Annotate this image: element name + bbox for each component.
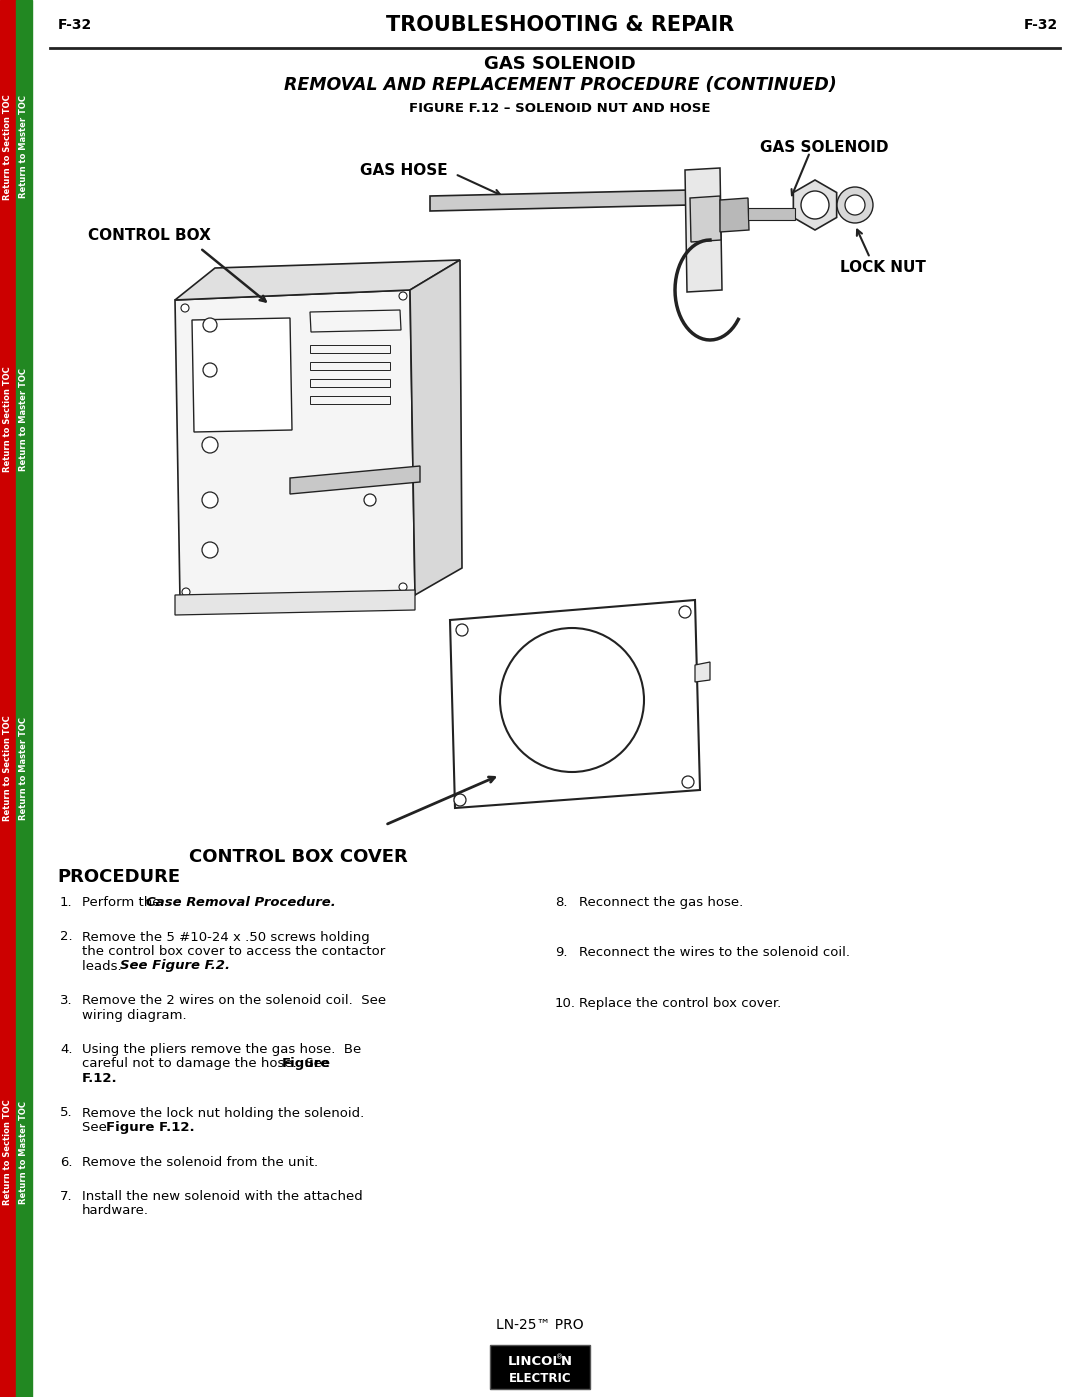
Text: Remove the 5 #10-24 x .50 screws holding: Remove the 5 #10-24 x .50 screws holding	[82, 930, 369, 943]
Text: the control box cover to access the contactor: the control box cover to access the cont…	[82, 944, 386, 958]
Text: Perform the: Perform the	[82, 895, 165, 909]
FancyBboxPatch shape	[490, 1345, 590, 1389]
Polygon shape	[696, 662, 710, 682]
Bar	[310, 362, 390, 370]
Text: TROUBLESHOOTING & REPAIR: TROUBLESHOOTING & REPAIR	[386, 15, 734, 35]
Text: F-32: F-32	[58, 18, 92, 32]
Text: hardware.: hardware.	[82, 1204, 149, 1218]
Polygon shape	[175, 260, 460, 300]
Polygon shape	[690, 196, 721, 242]
Text: Reconnect the gas hose.: Reconnect the gas hose.	[579, 895, 743, 909]
Text: Figure: Figure	[282, 1058, 330, 1070]
Circle shape	[679, 606, 691, 617]
Text: 4.: 4.	[60, 1044, 72, 1056]
Text: Figure F.12.: Figure F.12.	[106, 1120, 194, 1134]
Circle shape	[364, 495, 376, 506]
Text: careful not to damage the hose.  See: careful not to damage the hose. See	[82, 1058, 335, 1070]
Text: LN-25™ PRO: LN-25™ PRO	[496, 1317, 584, 1331]
Text: REMOVAL AND REPLACEMENT PROCEDURE (CONTINUED): REMOVAL AND REPLACEMENT PROCEDURE (CONTI…	[284, 75, 836, 94]
Text: 10.: 10.	[555, 997, 576, 1010]
Text: 6.: 6.	[60, 1155, 72, 1168]
Circle shape	[183, 588, 190, 597]
Text: ELECTRIC: ELECTRIC	[509, 1372, 571, 1384]
Text: leads.: leads.	[82, 960, 130, 972]
Text: wiring diagram.: wiring diagram.	[82, 1009, 187, 1021]
Bar	[310, 395, 390, 404]
Bar	[310, 379, 390, 387]
Text: 3.: 3.	[60, 995, 72, 1007]
Polygon shape	[794, 180, 837, 231]
Circle shape	[681, 775, 694, 788]
Circle shape	[202, 437, 218, 453]
Text: Reconnect the wires to the solenoid coil.: Reconnect the wires to the solenoid coil…	[579, 947, 850, 960]
Text: LINCOLN: LINCOLN	[508, 1355, 572, 1368]
Text: 7.: 7.	[60, 1190, 72, 1203]
Text: Remove the lock nut holding the solenoid.: Remove the lock nut holding the solenoid…	[82, 1106, 364, 1119]
Text: See Figure F.2.: See Figure F.2.	[120, 960, 230, 972]
Bar	[0, 0, 16, 1397]
Text: FIGURE F.12 – SOLENOID NUT AND HOSE: FIGURE F.12 – SOLENOID NUT AND HOSE	[409, 102, 711, 115]
Text: Return to Section TOC: Return to Section TOC	[3, 94, 13, 200]
Text: CONTROL BOX: CONTROL BOX	[87, 228, 211, 243]
Text: Return to Master TOC: Return to Master TOC	[19, 1101, 28, 1204]
Text: Return to Master TOC: Return to Master TOC	[19, 367, 28, 471]
Polygon shape	[175, 590, 415, 615]
Text: See: See	[82, 1120, 111, 1134]
Bar	[16, 0, 32, 1397]
Polygon shape	[430, 190, 690, 211]
Text: Return to Section TOC: Return to Section TOC	[3, 366, 13, 472]
Text: Using the pliers remove the gas hose.  Be: Using the pliers remove the gas hose. Be	[82, 1044, 361, 1056]
Text: 8.: 8.	[555, 895, 567, 909]
Circle shape	[454, 793, 465, 806]
Circle shape	[801, 191, 829, 219]
Circle shape	[456, 624, 468, 636]
Polygon shape	[410, 260, 462, 595]
Text: F.12.: F.12.	[82, 1071, 118, 1085]
Text: CONTROL BOX COVER: CONTROL BOX COVER	[189, 848, 407, 866]
Polygon shape	[192, 319, 292, 432]
Text: ®: ®	[556, 1354, 563, 1361]
Text: Replace the control box cover.: Replace the control box cover.	[579, 997, 781, 1010]
Circle shape	[203, 363, 217, 377]
Text: F-32: F-32	[1024, 18, 1058, 32]
Text: Install the new solenoid with the attached: Install the new solenoid with the attach…	[82, 1190, 363, 1203]
Text: Remove the 2 wires on the solenoid coil.  See: Remove the 2 wires on the solenoid coil.…	[82, 995, 387, 1007]
Text: Remove the solenoid from the unit.: Remove the solenoid from the unit.	[82, 1155, 319, 1168]
Text: 9.: 9.	[555, 947, 567, 960]
Text: Return to Section TOC: Return to Section TOC	[3, 715, 13, 821]
Text: GAS SOLENOID: GAS SOLENOID	[484, 54, 636, 73]
Circle shape	[837, 187, 873, 224]
Polygon shape	[175, 291, 415, 599]
Circle shape	[500, 629, 644, 773]
Bar	[310, 345, 390, 353]
Polygon shape	[450, 599, 700, 807]
Polygon shape	[685, 168, 723, 292]
Text: Case Removal Procedure.: Case Removal Procedure.	[146, 895, 336, 909]
Text: PROCEDURE: PROCEDURE	[57, 868, 180, 886]
Polygon shape	[291, 467, 420, 495]
Text: Return to Section TOC: Return to Section TOC	[3, 1099, 13, 1206]
Text: Return to Master TOC: Return to Master TOC	[19, 717, 28, 820]
Bar	[492, 1366, 588, 1386]
Circle shape	[203, 319, 217, 332]
Text: LOCK NUT: LOCK NUT	[840, 260, 926, 275]
Circle shape	[399, 292, 407, 300]
Text: 1.: 1.	[60, 895, 72, 909]
Circle shape	[399, 583, 407, 591]
Circle shape	[202, 492, 218, 509]
Text: 5.: 5.	[60, 1106, 72, 1119]
Text: 2.: 2.	[60, 930, 72, 943]
Circle shape	[845, 196, 865, 215]
Text: GAS HOSE: GAS HOSE	[360, 163, 447, 177]
Text: Return to Master TOC: Return to Master TOC	[19, 95, 28, 198]
Circle shape	[202, 542, 218, 557]
Circle shape	[181, 305, 189, 312]
Polygon shape	[720, 198, 750, 232]
Text: GAS SOLENOID: GAS SOLENOID	[760, 140, 889, 155]
Polygon shape	[748, 208, 795, 219]
